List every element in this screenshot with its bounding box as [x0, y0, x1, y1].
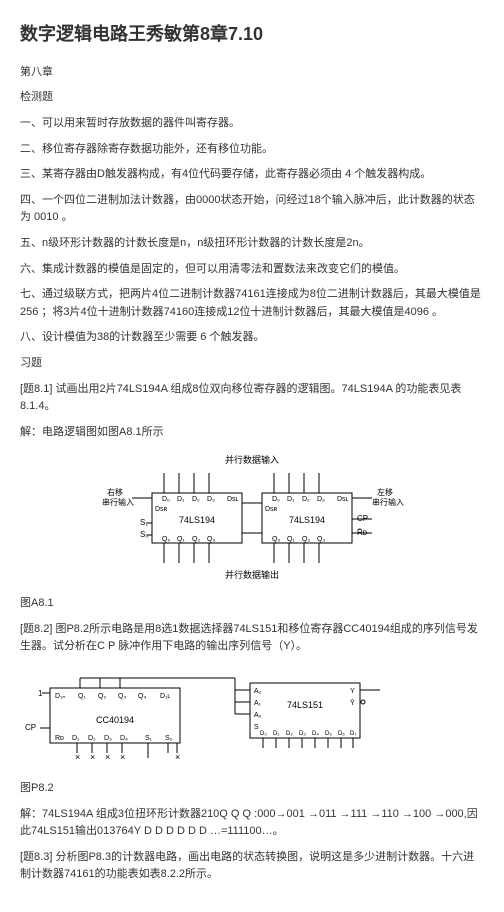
d5r: D₅ — [325, 731, 332, 737]
d1r: D₁ — [273, 731, 279, 737]
s: S — [254, 724, 259, 731]
q1: Q₁ — [78, 693, 86, 700]
figure-a8-1: 并行数据输入 74LS194 74LS194 D₀ D₁ D₂ D₃ Dsʀ D… — [20, 453, 484, 583]
y-out: Y — [350, 688, 355, 695]
pin-d2-1: D₂ — [192, 496, 200, 503]
exercise-3: [题8.3] 分析图P8.3的计数器电路，画出电路的状态转换图，说明这是多少进制… — [20, 849, 484, 884]
page-title: 数字逻辑电路王秀敏第8章7.10 — [20, 20, 484, 49]
fig2-caption: 图P8.2 — [20, 780, 484, 798]
right-shift-label: 左移 — [377, 487, 393, 497]
dil: D₁ʟ — [160, 693, 170, 700]
din: D₁ₙ — [55, 693, 65, 700]
d3r: D₃ — [299, 731, 306, 737]
pin-q2-2: Q₂ — [302, 536, 310, 543]
x5: × — [175, 752, 180, 762]
left-shift-label: 右移 — [107, 487, 123, 497]
para-5: 五、n级环形计数器的计数长度是n，n级扭环形计数器的计数长度是2n。 — [20, 235, 484, 253]
d4b: D₄ — [120, 735, 128, 742]
left-chip: CC40194 — [96, 715, 134, 725]
chip1-label: 74LS194 — [179, 515, 215, 525]
para-4: 四、一个四位二进制加法计数器，由0000状态开始，问经过18个输入脉冲后，此计数… — [20, 192, 484, 227]
d4r: D₄ — [312, 731, 319, 737]
para-6: 六、集成计数器的模值是固定的，但可以用清零法和置数法来改变它们的模值。 — [20, 261, 484, 279]
pin-d2-2: D₂ — [302, 496, 310, 503]
q4: Q₄ — [138, 693, 146, 700]
d7r: D₇ — [350, 731, 356, 737]
exercise-2: [题8.2] 图P8.2所示电路是用8选1数据选择器74LS151和移位寄存器C… — [20, 621, 484, 656]
s0b: S₀ — [165, 735, 173, 742]
fig1-caption: 图A8.1 — [20, 595, 484, 613]
x3: × — [105, 752, 110, 762]
dsl-1: Dsʟ — [227, 496, 239, 503]
x2: × — [90, 752, 95, 762]
dsr-1: Dsʀ — [155, 506, 168, 513]
ybar-out: Ȳ — [350, 699, 355, 707]
cp-label: CP — [25, 723, 36, 732]
para-3: 三、某寄存器由D触发器构成，有4位代码要存储，此寄存器必须由 4 个触发器构成。 — [20, 166, 484, 184]
exercise-1-solution: 解：电路逻辑图如图A8.1所示 — [20, 424, 484, 442]
d3b: D₃ — [104, 735, 112, 742]
a0: A₀ — [254, 712, 262, 719]
a2: A₂ — [254, 688, 262, 695]
para-7: 七、通过级联方式，把两片4位二进制计数器74161连接成为8位二进制计数器后，其… — [20, 286, 484, 321]
right-shift-label2: 串行输入 — [372, 497, 404, 507]
d1b: D₁ — [72, 735, 80, 742]
left-shift-label2: 串行输入 — [102, 497, 134, 507]
right-chip: 74LS151 — [287, 700, 323, 710]
dsl-2: Dsʟ — [337, 496, 349, 503]
s1b: S₁ — [145, 735, 153, 742]
pin-d0-2: D₀ — [272, 496, 280, 503]
pin-q0-2: Q₀ — [272, 536, 280, 543]
d2r: D₂ — [286, 731, 293, 737]
para-8: 八、设计模值为38的计数器至少需要 6 个触发器。 — [20, 329, 484, 347]
exercise-1: [题8.1] 试画出用2片74LS194A 组成8位双向移位寄存器的逻辑图。74… — [20, 381, 484, 416]
exercise-2-solution: 解：74LS194A 组成3位扭环形计数器210Q Q Q :000→001 →… — [20, 806, 484, 841]
pin-q2-1: Q₂ — [192, 536, 200, 543]
x4: × — [120, 752, 125, 762]
q2: Q₂ — [98, 693, 106, 700]
chip2-label: 74LS194 — [289, 515, 325, 525]
figure-p8-2: CC40194 D₁ₙ Q₁ Q₂ Q₃ Q₄ D₁ʟ Rᴅ D₁ D₂ D₃ … — [20, 668, 484, 768]
pin-d1-2: D₁ — [287, 496, 295, 503]
pin-q1-2: Q₁ — [287, 536, 295, 543]
pin-q1-1: Q₁ — [177, 536, 185, 543]
pin-q3-2: Q₃ — [317, 536, 325, 543]
d0r: D₀ — [260, 731, 267, 737]
rd2: Rᴅ — [55, 735, 64, 742]
top-label: 并行数据输入 — [225, 454, 279, 465]
x1: × — [75, 752, 80, 762]
pin-d0-1: D₀ — [162, 496, 170, 503]
para-1: 一、可以用来暂时存放数据的器件叫寄存器。 — [20, 115, 484, 133]
pin-d3-2: D₃ — [317, 496, 325, 503]
exercise-header: 习题 — [20, 355, 484, 373]
pin-q3-1: Q₃ — [207, 536, 215, 543]
a1: A₁ — [254, 700, 262, 707]
bottom-label: 并行数据输出 — [225, 569, 279, 580]
pin-d1-1: D₁ — [177, 496, 185, 503]
d2b: D₂ — [88, 735, 96, 742]
q3: Q₃ — [118, 693, 126, 700]
dsr-2: Dsʀ — [265, 506, 278, 513]
d6r: D₆ — [338, 731, 345, 737]
section-test: 检测题 — [20, 89, 484, 107]
para-2: 二、移位寄存器除寄存数据功能外，还有移位功能。 — [20, 141, 484, 159]
chapter-heading: 第八章 — [20, 64, 484, 82]
pin-d3-1: D₃ — [207, 496, 215, 503]
pin-q0-1: Q₀ — [162, 536, 170, 543]
